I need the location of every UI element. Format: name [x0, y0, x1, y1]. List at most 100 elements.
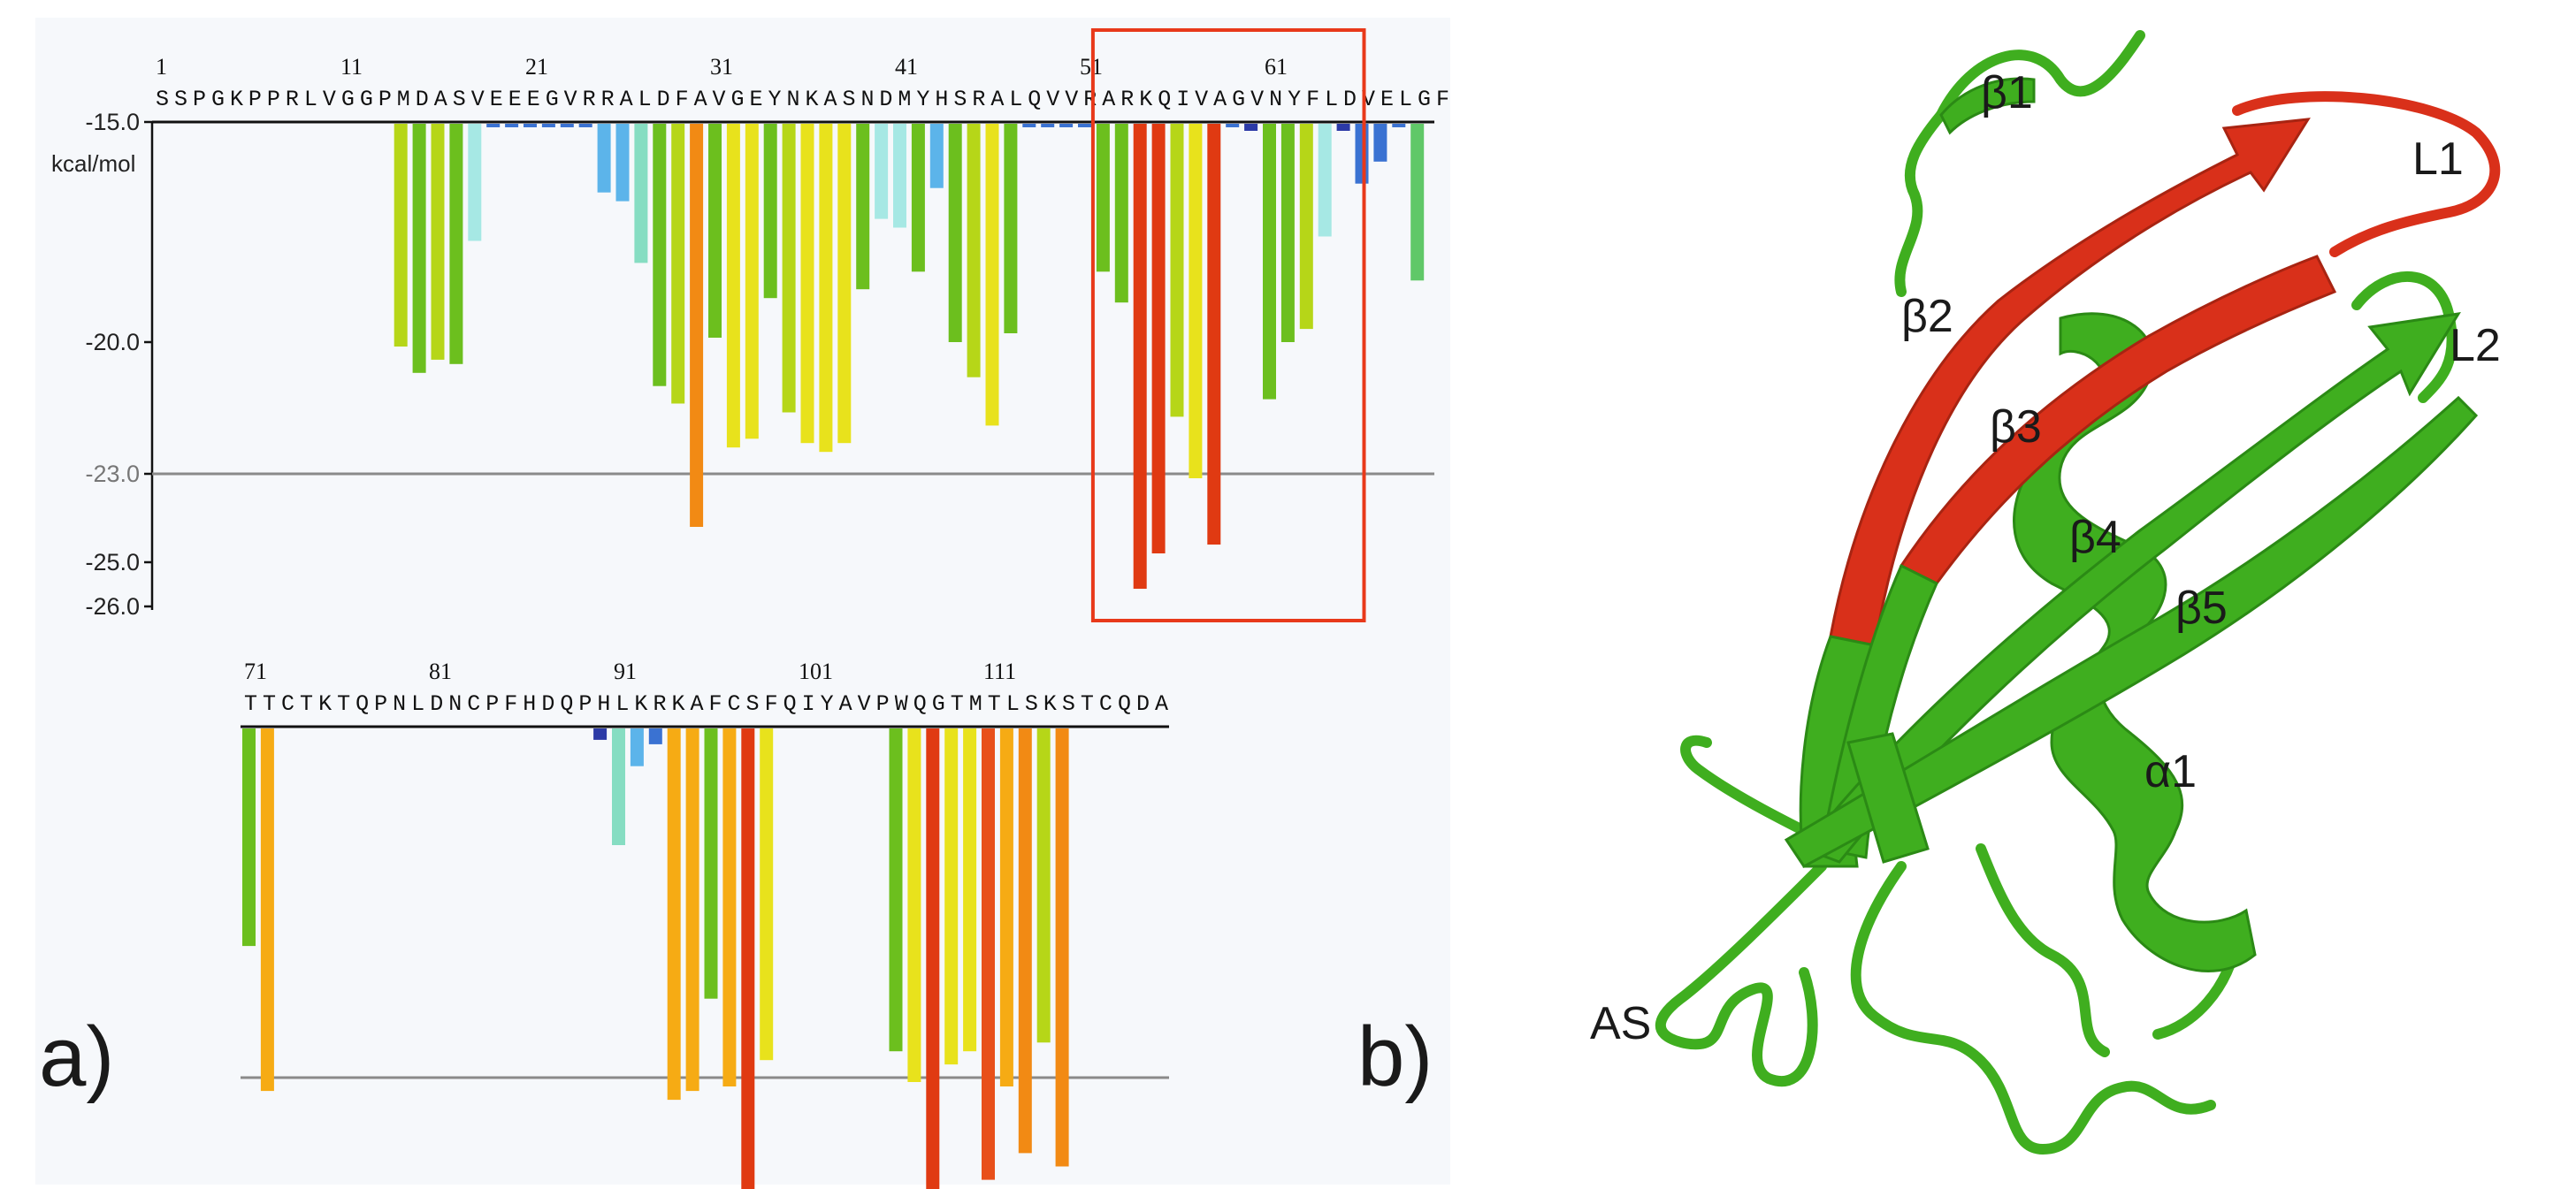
bar — [926, 728, 940, 1189]
bar — [1004, 124, 1018, 333]
bar — [1299, 124, 1313, 330]
bar — [560, 124, 574, 127]
coil-bottom — [1850, 861, 2216, 1155]
top-residue-numbers: 1 11 21 31 41 51 61 — [156, 54, 1288, 80]
bar — [1207, 124, 1221, 545]
bar — [963, 728, 977, 1052]
label-alpha1: α1 — [2144, 746, 2197, 797]
bar — [1280, 124, 1295, 342]
bar — [726, 124, 740, 448]
bar — [1355, 124, 1369, 184]
residue-number: 111 — [983, 659, 1016, 684]
bar — [1059, 124, 1074, 127]
coil-top — [1936, 30, 2145, 120]
bar — [597, 124, 611, 193]
bar — [911, 124, 925, 272]
bar — [800, 124, 814, 444]
strand-beta3 — [1899, 255, 2337, 585]
coil-bottom-right — [1976, 843, 2110, 1057]
bar — [1036, 728, 1051, 1043]
bar — [907, 728, 921, 1082]
bar — [856, 124, 870, 290]
bar — [612, 728, 625, 845]
bar — [634, 124, 648, 263]
bar — [1170, 124, 1184, 417]
top-y-axis-label: kcal/mol — [51, 150, 135, 177]
bar — [690, 124, 704, 527]
strand-small-left — [1846, 732, 1930, 864]
strand-beta2 — [1829, 118, 2311, 647]
residue-number: 31 — [710, 54, 733, 80]
bar — [948, 124, 962, 342]
bar — [394, 124, 408, 347]
bar — [741, 728, 755, 1189]
loop-L1 — [2232, 91, 2501, 257]
label-AS: AS — [1590, 998, 1651, 1049]
bar — [1318, 124, 1332, 237]
strand-beta5 — [1784, 395, 2479, 868]
bar — [486, 124, 501, 127]
label-L2: L2 — [2450, 320, 2501, 371]
bar — [1244, 124, 1258, 131]
panel-a-label: a) — [39, 1010, 114, 1104]
bar — [1151, 124, 1166, 553]
bar — [967, 124, 981, 377]
bar — [708, 124, 722, 338]
panel-b-label: b) — [1357, 1010, 1433, 1104]
bar — [782, 124, 796, 413]
coil-beta1-left — [1894, 110, 1946, 297]
y-tick-label: -23.0 — [85, 461, 140, 487]
bar — [1392, 124, 1406, 127]
bar — [671, 124, 685, 404]
bar — [593, 728, 608, 740]
coil-AS — [1655, 861, 1827, 1086]
bar — [242, 728, 256, 947]
bar — [505, 124, 519, 127]
label-beta1: β1 — [1981, 67, 2033, 118]
bar — [819, 124, 833, 453]
bar — [745, 124, 759, 439]
bar — [524, 124, 537, 127]
bar — [1041, 124, 1055, 127]
label-beta4: β4 — [2069, 512, 2121, 563]
residue-number: 1 — [156, 54, 167, 80]
top-bars — [394, 124, 1425, 589]
bar — [431, 124, 445, 360]
residue-number: 91 — [614, 659, 637, 684]
bar — [412, 124, 426, 373]
label-beta3: β3 — [1990, 401, 2042, 453]
y-tick-label: -26.0 — [85, 593, 140, 620]
coil-lower-left — [1680, 735, 1845, 854]
bar — [1018, 728, 1032, 1154]
bar — [260, 728, 274, 1092]
residue-number: 101 — [799, 659, 833, 684]
bar — [1410, 124, 1425, 281]
bottom-bars — [242, 728, 1069, 1189]
bar — [1189, 124, 1203, 478]
bar — [1226, 124, 1240, 127]
top-y-axis-ticks: -15.0 -20.0 -23.0 -25.0 -26.0 — [85, 109, 152, 620]
residue-number: 61 — [1265, 54, 1288, 80]
residue-number: 81 — [429, 659, 452, 684]
bottom-chart: 71 81 91 101 111 TTCTKTQPNLDNCPFHDQPHLKRKAFC… — [241, 659, 1169, 1189]
bar — [578, 124, 592, 127]
bar — [929, 124, 944, 188]
y-tick-label: -20.0 — [85, 329, 140, 355]
y-tick-label: -15.0 — [85, 109, 140, 135]
bar — [1336, 124, 1350, 131]
bar — [615, 124, 630, 202]
label-beta2: β2 — [1901, 291, 1953, 342]
loop-L2 — [2351, 271, 2458, 403]
residue-number: 71 — [244, 659, 267, 684]
label-L1: L1 — [2412, 133, 2464, 185]
helix-alpha1 — [2013, 312, 2257, 973]
bar — [449, 124, 463, 364]
bar — [889, 728, 903, 1052]
bar — [630, 728, 644, 766]
bar — [1373, 124, 1387, 162]
bottom-residue-numbers: 71 81 91 101 111 — [244, 659, 1016, 684]
residue-number: 21 — [525, 54, 548, 80]
bar — [1096, 124, 1110, 272]
bar — [944, 728, 959, 1065]
y-tick-label: -25.0 — [85, 549, 140, 575]
